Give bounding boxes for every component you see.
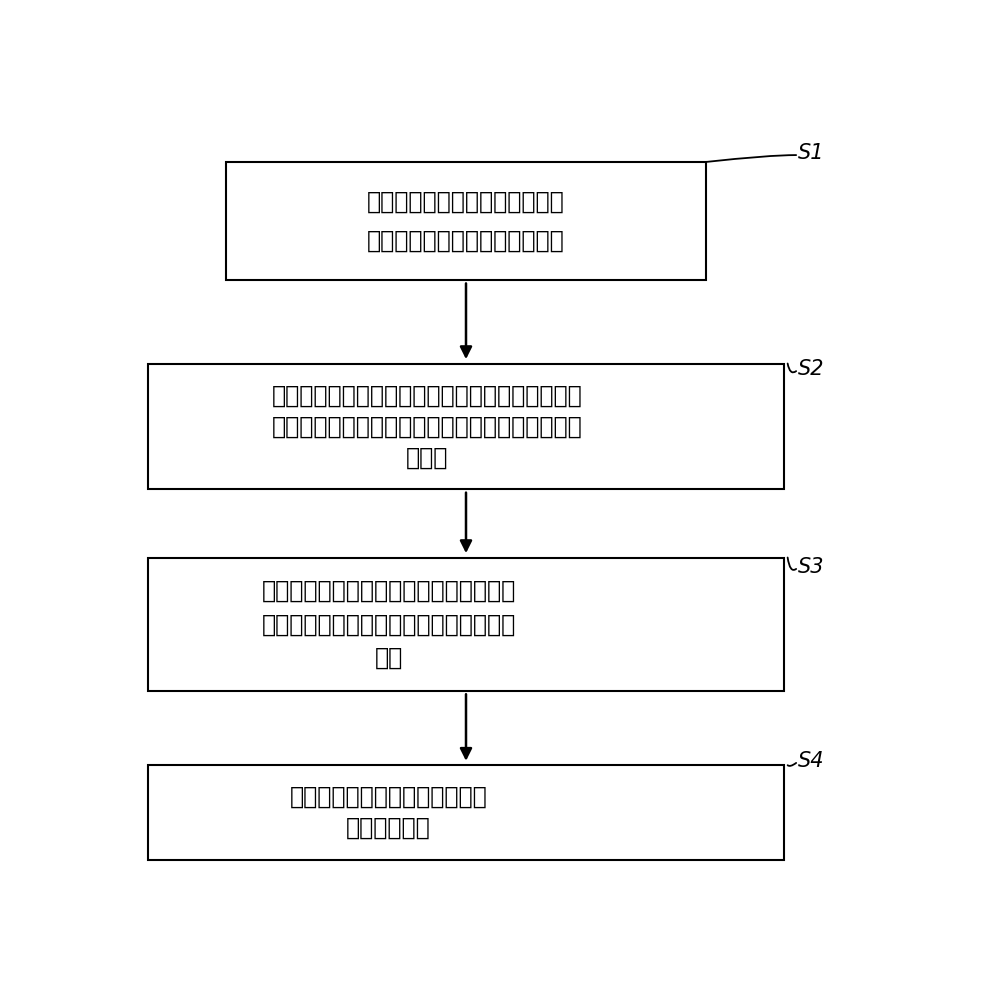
- Text: S3: S3: [798, 556, 824, 577]
- Bar: [148, 558, 784, 691]
- Bar: [226, 162, 706, 281]
- Text: 通过电流检测单元和风压检测单元分别检测电机运: 通过电流检测单元和风压检测单元分别检测电机运: [272, 383, 583, 407]
- Text: 比较: 比较: [374, 646, 403, 670]
- Text: S1: S1: [798, 143, 824, 163]
- Text: 行电流和检测实际静压，并将所检测的数值传输至: 行电流和检测实际静压，并将所检测的数值传输至: [272, 415, 583, 439]
- Text: 控制器将检测获取的电机运行电流及实际: 控制器将检测获取的电机运行电流及实际: [261, 579, 516, 604]
- Text: S4: S4: [798, 751, 824, 771]
- Text: 静压分别与额定电流和额定静压进行数值: 静压分别与额定电流和额定静压进行数值: [261, 613, 516, 636]
- Text: 风条导风角度: 风条导风角度: [346, 816, 431, 840]
- Bar: [148, 765, 784, 860]
- Text: 通过控制摇摆电机相应地调整导: 通过控制摇摆电机相应地调整导: [290, 784, 487, 808]
- Bar: [148, 364, 784, 489]
- Text: 打开风管机，控制其出风口处的: 打开风管机，控制其出风口处的: [367, 190, 565, 213]
- Text: S2: S2: [798, 359, 824, 378]
- Text: 导风条按预设导风角度转动打开: 导风条按预设导风角度转动打开: [367, 229, 565, 253]
- Text: 控制器: 控制器: [406, 446, 448, 470]
